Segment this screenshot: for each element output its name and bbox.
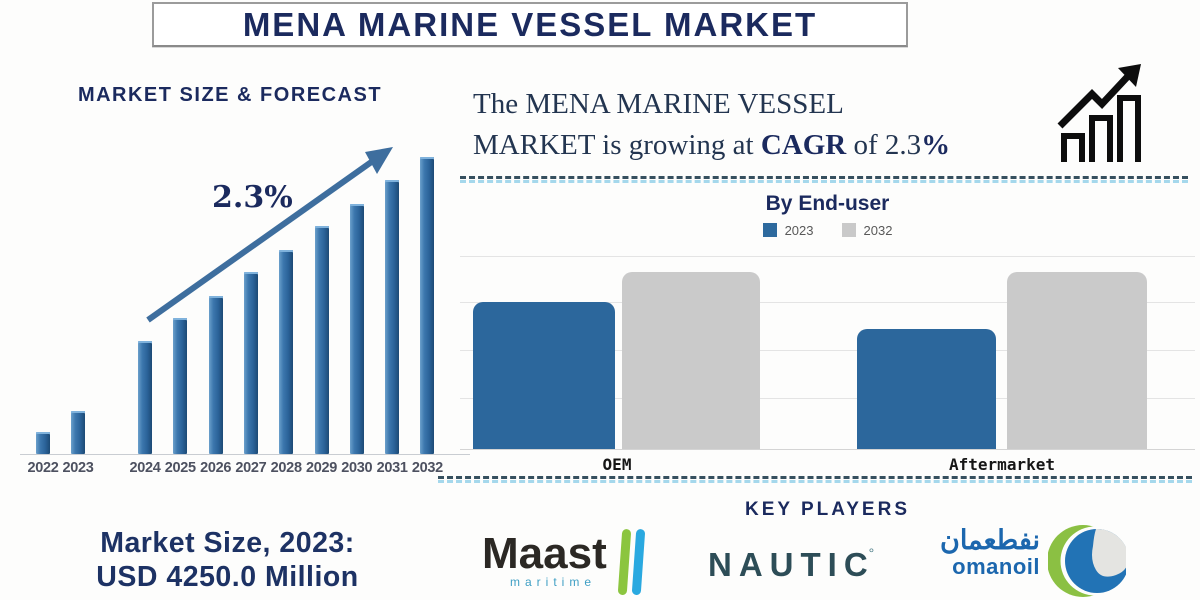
market-size-line1: Market Size, 2023: <box>100 527 355 559</box>
maast-subtitle: maritime <box>510 575 597 589</box>
key-players-title: KEY PLAYERS <box>745 499 910 520</box>
forecast-x-label-2030: 2030 <box>341 460 373 476</box>
maast-wordmark: Maast <box>482 529 607 578</box>
cagr-annotation: 2.3% <box>212 180 293 215</box>
nautic-wordmark: NAUTIC <box>708 546 875 583</box>
forecast-chart-title: MARKET SIZE & FORECAST <box>77 84 383 106</box>
omanoil-wordmark: omanoil <box>952 553 1040 579</box>
logo-omanoil: نفطعمان omanoil <box>928 520 1128 600</box>
omanoil-text: نفطعمان omanoil <box>939 525 1040 580</box>
headline-cagr: CAGR <box>760 128 847 161</box>
forecast-bar-2026 <box>208 296 223 454</box>
nautic-degree-mark: ° <box>868 545 875 561</box>
headline-segment: of 2.3 <box>846 128 922 161</box>
forecast-x-label-2028: 2028 <box>270 460 302 476</box>
logo-maast: Maast maritime <box>482 527 662 599</box>
dashed-separator-top <box>460 176 1188 184</box>
forecast-x-label-2022: 2022 <box>27 460 59 476</box>
growth-chart-icon <box>1057 64 1141 162</box>
market-size-callout: Market Size, 2023: USD 4250.0 Million <box>15 527 440 594</box>
omanoil-globe-icon <box>1048 525 1126 597</box>
forecast-bar-2031 <box>385 180 400 454</box>
forecast-bar-2022 <box>36 432 50 454</box>
forecast-bar-2024 <box>138 341 152 454</box>
legend-swatch-2023 <box>762 223 777 237</box>
title-banner: MENA MARINE VESSEL MARKET <box>152 2 908 47</box>
market-size-line2: USD 4250.0 Million <box>96 560 359 593</box>
legend-label: 2023 <box>784 222 814 238</box>
end-user-chart <box>460 250 1195 450</box>
forecast-x-label-2032: 2032 <box>411 460 443 476</box>
page-title: MENA MARINE VESSEL MARKET <box>242 5 818 43</box>
forecast-bar-2029 <box>314 226 329 454</box>
forecast-x-axis <box>20 454 470 455</box>
forecast-x-label-2025: 2025 <box>164 460 196 476</box>
headline-line2: MARKET is growing at CAGR of 2.3% <box>473 125 1073 166</box>
headline-percent: % <box>921 128 951 161</box>
legend-swatch-2032 <box>841 223 856 237</box>
forecast-bar-2030 <box>349 204 364 454</box>
forecast-bar-2023 <box>71 411 85 454</box>
category-label-oem: OEM <box>602 455 632 474</box>
omanoil-arabic-wordmark: نفطعمان <box>939 525 1040 555</box>
forecast-bar-2027 <box>243 272 258 454</box>
forecast-x-label-2027: 2027 <box>235 460 267 476</box>
forecast-x-label-2024: 2024 <box>129 460 161 476</box>
forecast-x-label-2031: 2031 <box>376 460 408 476</box>
category-label-aftermarket: Aftermarket <box>949 455 1055 474</box>
legend-item-2023: 2023 <box>762 222 814 238</box>
forecast-chart <box>20 130 470 455</box>
maast-bars-icon <box>618 529 645 595</box>
forecast-x-label-2023: 2023 <box>62 460 94 476</box>
headline-segment: MARKET is growing at <box>473 128 761 161</box>
forecast-x-label-2026: 2026 <box>200 460 232 476</box>
legend-label: 2032 <box>863 222 893 238</box>
dashed-separator-bottom <box>438 476 1192 484</box>
headline-text: The MENA MARINE VESSEL MARKET is growing… <box>473 84 1073 165</box>
end-user-bar-OEM-2023 <box>473 302 615 449</box>
forecast-bar-2032 <box>420 157 435 454</box>
end-user-bar-OEM-2032 <box>622 272 760 449</box>
logo-nautic: NAUTIC° <box>708 545 875 584</box>
end-user-bar-Aftermarket-2023 <box>857 329 996 449</box>
end-user-legend: 2023 2032 <box>460 221 1195 239</box>
end-user-bar-Aftermarket-2032 <box>1007 272 1147 449</box>
forecast-x-label-2029: 2029 <box>305 460 338 476</box>
forecast-bar-2025 <box>173 318 188 454</box>
legend-item-2032: 2032 <box>841 222 893 238</box>
forecast-bar-2028 <box>279 250 294 454</box>
headline-line1: The MENA MARINE VESSEL <box>473 88 844 120</box>
end-user-chart-title: By End-user <box>765 192 890 215</box>
